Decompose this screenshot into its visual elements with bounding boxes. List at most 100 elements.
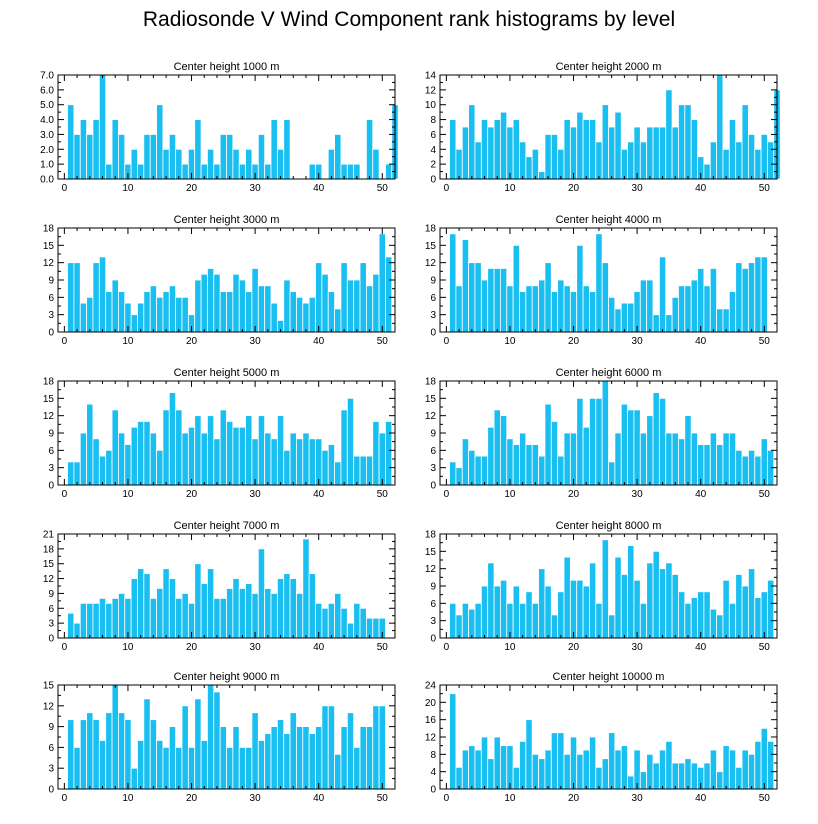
histogram-bar xyxy=(79,302,88,333)
histogram-bar xyxy=(684,758,692,790)
histogram-bar xyxy=(257,740,266,790)
y-tick-label: 0 xyxy=(430,175,436,186)
histogram-bar xyxy=(353,455,361,486)
y-tick-label: 10 xyxy=(425,100,437,111)
histogram-bar xyxy=(455,614,463,639)
histogram-bar xyxy=(474,262,482,333)
panel-title: Center height 7000 m xyxy=(174,520,280,532)
histogram-bar xyxy=(665,740,673,790)
y-tick-label: 0.0 xyxy=(40,175,54,186)
histogram-bar xyxy=(213,691,221,790)
histogram-bar xyxy=(722,745,730,790)
histogram-bar xyxy=(207,684,215,790)
histogram-bar xyxy=(372,705,380,790)
histogram-bar xyxy=(747,134,756,180)
histogram-bar xyxy=(582,285,590,333)
histogram-bar xyxy=(67,262,75,333)
histogram-bar xyxy=(652,550,660,639)
histogram-bar xyxy=(512,444,520,486)
histogram-bar xyxy=(639,279,648,333)
histogram-bar xyxy=(270,593,278,639)
histogram-bar xyxy=(219,409,227,486)
histogram-bar xyxy=(162,568,170,639)
histogram-bar xyxy=(639,432,648,486)
histogram-bar xyxy=(620,574,628,639)
histogram-bar xyxy=(372,148,380,180)
histogram-bar xyxy=(105,712,113,790)
y-tick-label: 6 xyxy=(48,743,54,754)
histogram-bar xyxy=(118,291,126,333)
histogram-bar xyxy=(538,171,546,180)
histogram-bar xyxy=(563,432,571,486)
histogram-bar xyxy=(359,262,367,333)
y-tick-label: 12 xyxy=(43,574,55,585)
histogram-bar xyxy=(697,268,705,333)
histogram-bar xyxy=(506,285,514,333)
x-tick-label: 50 xyxy=(377,336,389,347)
histogram-bar xyxy=(226,747,234,790)
histogram-bar xyxy=(582,119,590,180)
y-tick-label: 4 xyxy=(430,145,436,156)
histogram-bar xyxy=(105,291,113,333)
histogram-bar xyxy=(589,291,597,333)
y-tick-label: 12 xyxy=(425,258,437,269)
histogram-bar xyxy=(175,148,183,180)
y-tick-label: 2 xyxy=(430,160,436,171)
histogram-bar xyxy=(340,607,348,639)
y-tick-label: 0 xyxy=(430,785,436,796)
histogram-bar xyxy=(665,562,673,639)
histogram-bar xyxy=(538,279,546,333)
histogram-bar xyxy=(111,597,119,639)
x-tick-label: 10 xyxy=(122,183,134,194)
x-tick-label: 30 xyxy=(632,336,644,347)
histogram-bar xyxy=(156,588,164,639)
histogram-bar xyxy=(296,296,304,333)
histogram-bar xyxy=(608,614,616,639)
histogram-bar xyxy=(232,726,240,790)
histogram-bar xyxy=(296,593,304,639)
histogram-bar xyxy=(334,593,342,639)
histogram-bar xyxy=(149,285,157,333)
histogram-bar xyxy=(760,256,768,333)
histogram-bar xyxy=(86,296,94,333)
histogram-bar xyxy=(283,119,291,180)
histogram-bar xyxy=(722,148,730,180)
x-tick-label: 20 xyxy=(568,793,580,804)
histogram-bar xyxy=(137,302,145,333)
y-tick-label: 1.0 xyxy=(40,160,54,171)
x-tick-label: 30 xyxy=(632,489,644,500)
histogram-bar xyxy=(722,579,730,639)
histogram-bar xyxy=(213,273,221,333)
histogram-bar xyxy=(493,268,501,333)
histogram-bar xyxy=(245,747,253,790)
histogram-bar xyxy=(455,285,463,333)
histogram-bar xyxy=(627,545,635,639)
histogram-bar xyxy=(550,732,559,790)
histogram-bar xyxy=(595,766,603,790)
histogram-bar xyxy=(449,233,457,333)
histogram-bar xyxy=(98,740,107,790)
histogram-bar xyxy=(493,736,501,790)
histogram-bar xyxy=(219,726,227,790)
x-tick-label: 40 xyxy=(695,642,707,653)
histogram-bar xyxy=(512,119,520,180)
histogram-bar xyxy=(156,449,164,486)
histogram-bar xyxy=(525,591,533,639)
histogram-bar xyxy=(86,712,94,790)
histogram-bar xyxy=(130,578,138,639)
y-tick-label: 9 xyxy=(48,722,54,733)
histogram-bar xyxy=(760,134,768,180)
histogram-bar xyxy=(601,380,609,486)
histogram-bar xyxy=(678,591,686,639)
histogram-bar xyxy=(487,268,495,333)
histogram-bar xyxy=(378,705,386,790)
histogram-bar xyxy=(283,573,291,639)
histogram-bar xyxy=(130,148,138,180)
histogram-bar xyxy=(601,539,609,639)
histogram-bar xyxy=(461,602,470,639)
histogram-bar xyxy=(671,432,679,486)
histogram-bar xyxy=(531,444,539,486)
histogram-bar xyxy=(684,104,692,180)
histogram-bar xyxy=(283,449,291,486)
histogram-bar xyxy=(728,432,737,486)
